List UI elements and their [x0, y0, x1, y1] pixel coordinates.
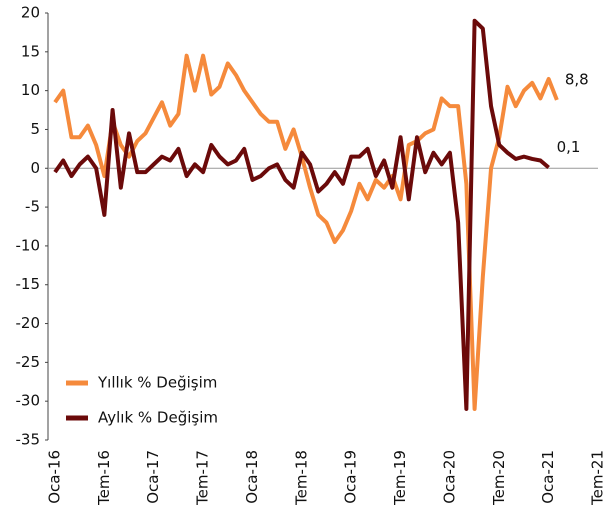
y-tick-label: -10 — [16, 236, 41, 254]
value-label: 8,8 — [565, 70, 589, 88]
y-tick-label: -25 — [16, 353, 41, 371]
y-tick-label: -20 — [16, 314, 41, 332]
y-tick-label: -5 — [25, 198, 40, 216]
x-tick-label: Oca-21 — [539, 450, 557, 504]
legend-label: Yıllık % Değişim — [97, 374, 217, 392]
x-tick-label: Oca-19 — [342, 450, 360, 504]
x-tick-label: Tem-21 — [589, 450, 606, 506]
legend-label: Aylık % Değişim — [98, 409, 218, 427]
x-tick-label: Tem-17 — [194, 450, 212, 506]
x-tick-label: Tem-20 — [490, 450, 508, 506]
y-tick-label: 5 — [30, 120, 40, 138]
x-tick-label: Tem-18 — [292, 450, 310, 506]
x-tick-label: Tem-19 — [391, 450, 409, 506]
y-tick-label: 10 — [21, 81, 40, 99]
y-tick-label: -35 — [16, 431, 41, 449]
x-tick-label: Oca-17 — [144, 450, 162, 504]
value-label: 0,1 — [557, 138, 581, 156]
x-tick-label: Tem-16 — [95, 450, 113, 506]
y-tick-label: 15 — [21, 42, 40, 60]
x-tick-label: Oca-20 — [440, 450, 458, 504]
y-tick-label: -30 — [16, 392, 41, 410]
y-tick-label: -15 — [16, 275, 41, 293]
y-tick-label: 0 — [30, 159, 40, 177]
series-line — [53, 53, 559, 411]
x-tick-label: Oca-16 — [46, 450, 64, 504]
series-line — [53, 18, 550, 411]
y-tick-label: 20 — [21, 4, 40, 22]
x-tick-label: Oca-18 — [243, 450, 261, 504]
